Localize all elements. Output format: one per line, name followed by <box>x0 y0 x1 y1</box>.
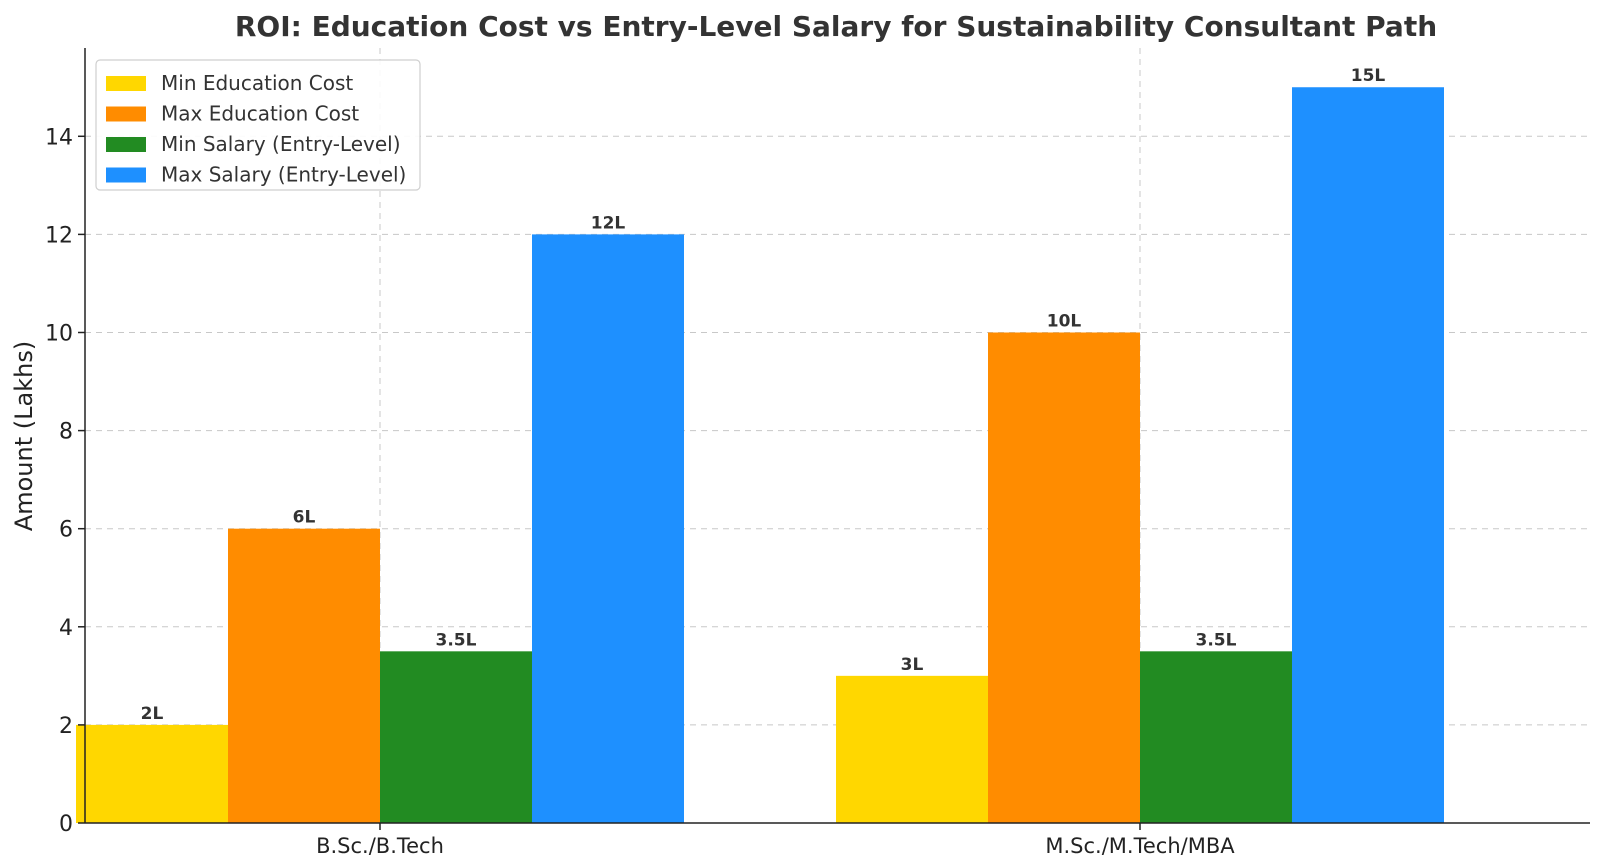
x-tick-label: B.Sc./B.Tech <box>316 834 444 858</box>
data-label: 15L <box>1351 66 1386 86</box>
legend-entry-label: Max Education Cost <box>161 102 359 126</box>
legend-swatch <box>106 137 146 152</box>
legend-swatch <box>106 106 146 122</box>
y-tick-label: 10 <box>45 321 73 346</box>
legend-swatch <box>106 167 146 183</box>
bar <box>988 332 1140 823</box>
legend-entry-label: Min Education Cost <box>161 71 353 95</box>
y-tick-label: 4 <box>59 616 73 641</box>
data-label: 12L <box>591 213 626 233</box>
y-tick-label: 0 <box>59 812 73 837</box>
data-label: 3.5L <box>436 630 477 650</box>
bar <box>532 234 684 824</box>
legend-entry-label: Min Salary (Entry-Level) <box>161 132 401 156</box>
chart-title: ROI: Education Cost vs Entry-Level Salar… <box>235 10 1437 43</box>
data-label: 3.5L <box>1196 630 1237 650</box>
data-label: 6L <box>293 508 316 528</box>
y-tick-label: 14 <box>45 125 73 150</box>
data-label: 3L <box>901 655 924 675</box>
bar <box>836 675 988 823</box>
legend-frame <box>95 59 421 191</box>
bar <box>380 651 532 823</box>
data-label: 2L <box>141 704 164 724</box>
y-tick-label: 12 <box>45 223 73 248</box>
bar <box>76 724 228 823</box>
y-tick-label: 2 <box>59 714 73 739</box>
y-tick-label: 6 <box>59 518 73 543</box>
bar <box>1292 87 1444 824</box>
legend-entry-label: Max Salary (Entry-Level) <box>161 163 406 187</box>
y-tick-label: 8 <box>59 420 73 445</box>
data-label: 10L <box>1047 311 1082 331</box>
bar <box>228 528 380 823</box>
axes-layer: 0 2 4 6 8 10 12 14 B.Sc./B.Tech M.Sc./M.Tech/MBA <box>45 48 1590 858</box>
y-axis-label: Amount (Lakhs) <box>10 341 38 531</box>
legend: Min Education Cost Max Education Cost Min … <box>95 59 421 191</box>
data-labels-layer: 2L 6L 3.5L 12L 3L 10L 3.5L 15L <box>141 66 1386 724</box>
bars-layer <box>76 87 1444 824</box>
x-tick-label: M.Sc./M.Tech/MBA <box>1045 834 1235 858</box>
bar <box>1140 651 1292 823</box>
legend-swatch <box>106 76 146 91</box>
